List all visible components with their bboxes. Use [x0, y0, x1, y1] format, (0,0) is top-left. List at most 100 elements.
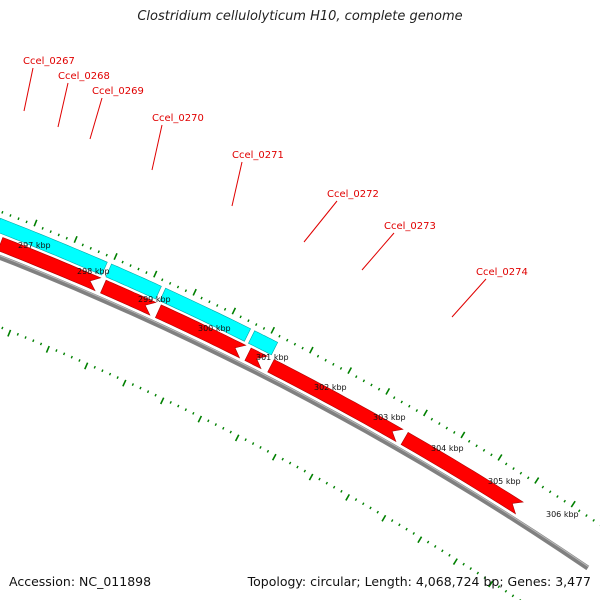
outer-tick [526, 476, 530, 480]
gene-label: Ccel_0268 [58, 71, 110, 82]
scale-tick [469, 567, 472, 571]
outer-tick [216, 304, 219, 307]
outer-tick [467, 439, 471, 443]
outer-tick [301, 346, 304, 350]
outer-tick [33, 219, 38, 227]
scale-tick [154, 393, 157, 397]
scale-tick [32, 339, 35, 343]
outer-tick [161, 278, 164, 282]
scale-tick [405, 527, 408, 531]
scale-tick [24, 336, 27, 339]
scale-label: 301 kbp [256, 353, 289, 362]
outer-tick [541, 485, 545, 489]
gene-label: Ccel_0267 [23, 56, 75, 67]
scale-label: 298 kbp [77, 267, 110, 276]
outer-tick [247, 319, 250, 323]
scale-tick [244, 438, 247, 442]
scale-label: 302 kbp [314, 383, 347, 392]
scale-label: 297 kbp [18, 241, 51, 250]
scale-labels: 297 kbp 298 kbp 299 kbp 300 kbp 301 kbp 302 k… [18, 241, 579, 519]
outer-tick [548, 490, 552, 494]
gene-leader-line [23, 67, 34, 112]
gene-feature [247, 330, 279, 356]
outer-tick [286, 338, 289, 342]
outer-tick [423, 409, 428, 417]
outer-tick [400, 400, 403, 404]
outer-tick [339, 366, 343, 370]
scale-tick [376, 510, 379, 514]
outer-tick [223, 307, 227, 311]
scale-tick [308, 473, 314, 481]
gene-leader-line [57, 82, 69, 128]
outer-tick [105, 253, 108, 257]
scale-label: 303 kbp [373, 413, 406, 422]
outer-tick [208, 300, 211, 304]
scale-tick [84, 362, 89, 370]
scale-tick [340, 489, 343, 493]
outer-tick [89, 246, 92, 250]
cds-feature [267, 359, 404, 443]
cds-feature [100, 279, 157, 316]
outer-tick [592, 518, 595, 522]
outer-tick [585, 514, 588, 517]
accession-text: Accession: NC_011898 [9, 574, 152, 589]
map-title: Clostridium cellulolyticum H10, complete… [137, 9, 463, 24]
cds-feature [0, 237, 102, 292]
outer-tick [504, 462, 508, 466]
gene-leader-line [361, 232, 395, 271]
scale-tick [55, 349, 58, 352]
gene-label: Ccel_0270 [152, 113, 204, 124]
outer-tick [362, 379, 366, 383]
scale-tick [271, 453, 277, 461]
scale-tick [214, 423, 218, 426]
outer-tick [97, 250, 100, 254]
scale-tick [222, 426, 225, 430]
outer-tick [129, 264, 132, 267]
scale-tick [16, 332, 19, 336]
scale-label: 299 kbp [138, 295, 171, 304]
gene-leader-line [89, 97, 103, 140]
scale-tick [354, 498, 358, 502]
scale-tick [325, 481, 329, 485]
scale-tick [281, 457, 284, 461]
outer-tick [519, 471, 523, 475]
outer-tick [490, 453, 493, 457]
outer-tick [415, 409, 419, 412]
cds-feature [244, 347, 269, 370]
cds-feature [155, 304, 247, 359]
outer-tick [438, 422, 441, 426]
scale-tick [101, 369, 104, 373]
gene-label: Ccel_0271 [232, 150, 284, 161]
outer-tick [430, 417, 434, 421]
scale-ticks [1, 210, 600, 600]
scale-tick [497, 585, 501, 589]
scale-tick [229, 430, 232, 434]
outer-tick [577, 509, 581, 513]
outer-tick [347, 367, 353, 374]
outer-tick [512, 467, 515, 470]
scale-tick [476, 571, 480, 575]
outer-tick [231, 307, 237, 315]
gene-leader-line [451, 278, 487, 318]
label-leaders [23, 67, 487, 318]
outer-tick [385, 388, 391, 395]
gene-label: Ccel_0273 [384, 221, 436, 232]
scale-tick [116, 376, 119, 380]
scale-tick [70, 355, 73, 359]
scale-label: 300 kbp [198, 324, 231, 333]
outer-tick [316, 354, 320, 358]
gene-feature [0, 217, 108, 276]
genome-backbone [0, 254, 590, 571]
scale-tick [169, 400, 172, 404]
scale-tick [511, 594, 515, 598]
gene-label: Ccel_0274 [476, 267, 528, 278]
outer-tick [145, 271, 148, 275]
outer-tick [408, 404, 411, 408]
outer-tick [453, 430, 456, 434]
outer-tick [176, 285, 180, 289]
scale-tick [139, 386, 142, 390]
scale-tick [362, 502, 365, 506]
scale-tick [433, 545, 437, 548]
scale-tick [62, 352, 66, 356]
